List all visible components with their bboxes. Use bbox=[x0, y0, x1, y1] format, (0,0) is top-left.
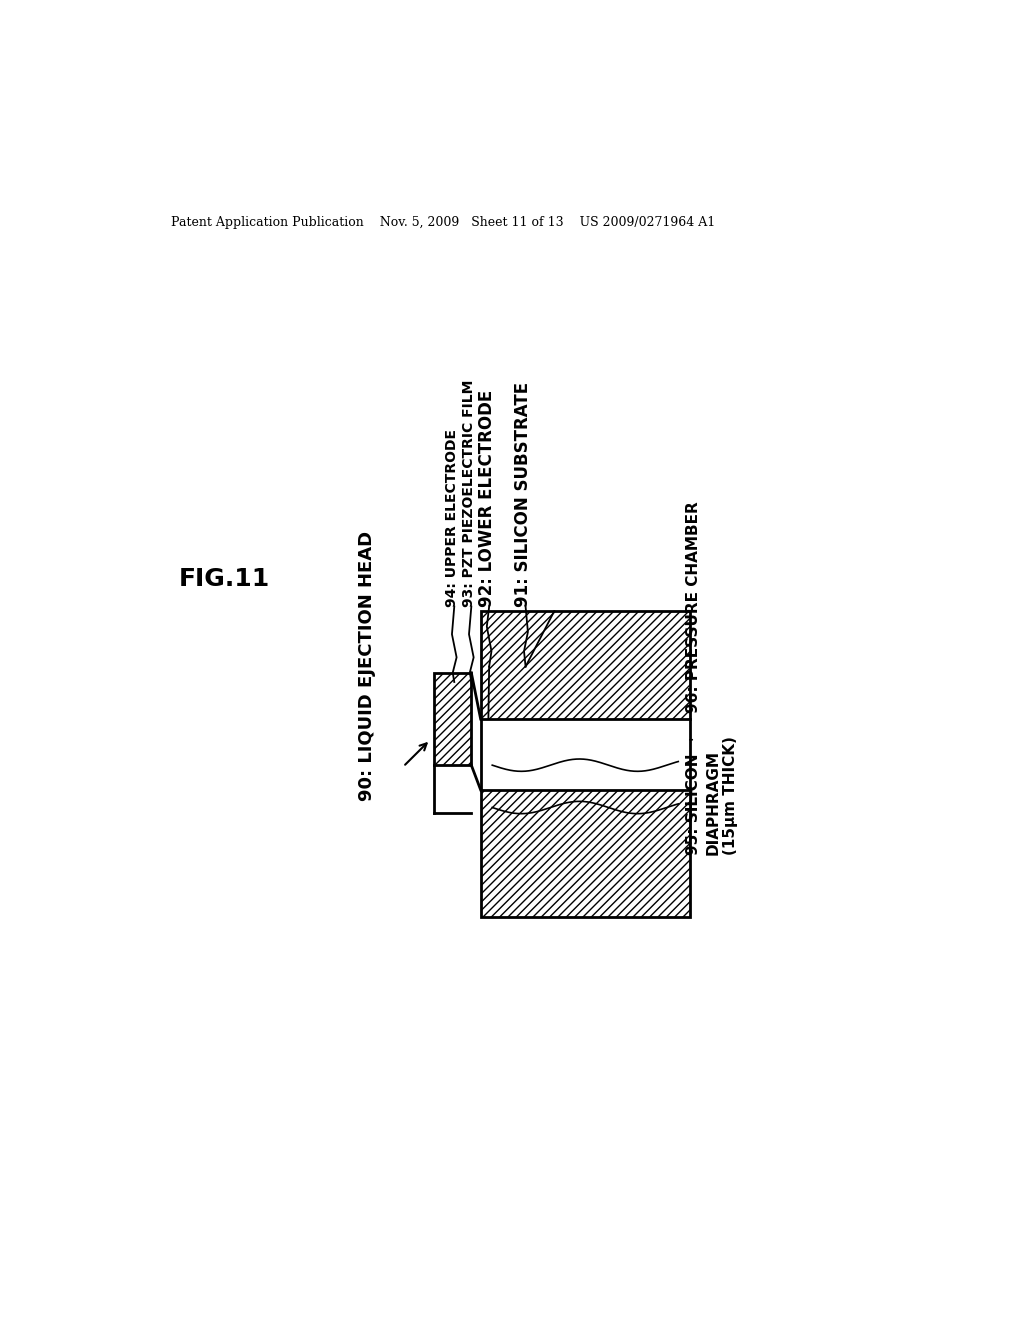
Bar bbox=[480, 611, 690, 719]
Text: 94: UPPER ELECTRODE: 94: UPPER ELECTRODE bbox=[445, 429, 459, 607]
Bar bbox=[434, 673, 471, 766]
Text: 91: SILICON SUBSTRATE: 91: SILICON SUBSTRATE bbox=[514, 381, 532, 607]
Text: Patent Application Publication    Nov. 5, 2009   Sheet 11 of 13    US 2009/02719: Patent Application Publication Nov. 5, 2… bbox=[171, 216, 715, 230]
Text: 95: SILICON: 95: SILICON bbox=[686, 754, 701, 855]
Text: DIAPHRAGM: DIAPHRAGM bbox=[706, 750, 721, 855]
Bar bbox=[480, 789, 690, 917]
Text: 92: LOWER ELECTRODE: 92: LOWER ELECTRODE bbox=[478, 389, 496, 607]
Text: 93: PZT PIEZOELECTRIC FILM: 93: PZT PIEZOELECTRIC FILM bbox=[462, 379, 476, 607]
Text: FIG.11: FIG.11 bbox=[178, 566, 269, 590]
Text: 90: LIQUID EJECTION HEAD: 90: LIQUID EJECTION HEAD bbox=[357, 531, 376, 801]
Text: 96: PRESSURE CHAMBER: 96: PRESSURE CHAMBER bbox=[686, 502, 701, 713]
Text: (15μm THICK): (15μm THICK) bbox=[723, 737, 738, 855]
